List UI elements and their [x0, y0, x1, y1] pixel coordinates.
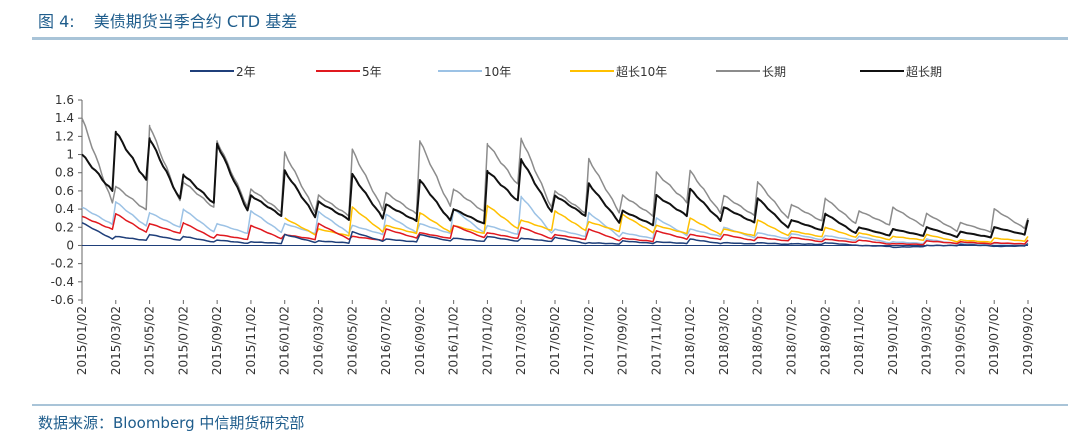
x-tick-label: 2018/05/02: [751, 306, 765, 375]
y-tick-label: 1: [66, 148, 74, 162]
x-tick-label: 2015/07/02: [176, 306, 190, 375]
x-tick-label: 2017/05/02: [548, 306, 562, 375]
x-tick-label: 2016/05/02: [345, 306, 359, 375]
y-tick-label: 0.8: [55, 166, 74, 180]
source-note: 数据来源：Bloomberg 中信期货研究部: [38, 414, 305, 432]
series-line-5: [81, 117, 1029, 233]
x-tick-label: 2015/11/02: [244, 306, 258, 375]
y-tick-label: 0.6: [55, 184, 74, 198]
x-tick-label: 2019/07/02: [987, 306, 1001, 375]
x-tick-label: 2018/11/02: [852, 306, 866, 375]
x-tick-label: 2018/09/02: [818, 306, 832, 375]
x-tick-label: 2019/05/02: [953, 306, 967, 375]
x-tick-label: 2016/09/02: [413, 306, 427, 375]
x-tick-label: 2018/01/02: [683, 306, 697, 375]
legend-item-5: 长期: [716, 62, 786, 80]
legend-item-6: 超长期: [860, 62, 942, 80]
top-divider: [32, 37, 1068, 40]
figure-title-text: 美债期货当季合约 CTD 基差: [93, 12, 298, 31]
x-tick-label: 2016/01/02: [278, 306, 292, 375]
series-line-6: [81, 130, 1029, 239]
x-tick-label: 2015/05/02: [143, 306, 157, 375]
legend-item-4: 超长10年: [570, 62, 667, 80]
x-tick-label: 2015/09/02: [210, 306, 224, 375]
y-tick-label: 1.4: [55, 111, 74, 125]
x-tick-label: 2015/01/02: [75, 306, 89, 375]
x-tick-label: 2019/03/02: [920, 306, 934, 375]
series-line-4: [284, 204, 1029, 244]
y-tick-label: -0.6: [51, 293, 74, 307]
legend-swatch: [570, 70, 614, 72]
legend-swatch: [716, 70, 760, 72]
y-tick-label: 0: [66, 238, 74, 252]
x-tick-label: 2016/11/02: [447, 306, 461, 375]
x-tick-label: 2018/07/02: [785, 306, 799, 375]
legend-label: 长期: [762, 64, 787, 79]
y-tick-label: 1.2: [55, 129, 74, 143]
x-tick-label: 2016/03/02: [312, 306, 326, 375]
x-tick-label: 2016/07/02: [379, 306, 393, 375]
x-tick-label: 2017/09/02: [616, 306, 630, 375]
legend-label: 10年: [484, 64, 512, 79]
figure-title: 图 4: 美债期货当季合约 CTD 基差: [38, 8, 297, 32]
x-tick-label: 2017/01/02: [480, 306, 494, 375]
y-tick-label: 0.4: [55, 202, 74, 216]
series-line-2: [81, 212, 1029, 246]
x-tick-label: 2018/03/02: [717, 306, 731, 375]
bottom-divider: [32, 404, 1068, 406]
legend-label: 5年: [362, 64, 382, 79]
legend-label: 超长期: [906, 64, 943, 79]
legend-item-1: 2年: [190, 62, 256, 80]
x-tick-label: 2017/07/02: [582, 306, 596, 375]
series-line-1: [81, 222, 1029, 249]
y-tick-label: 1.6: [55, 93, 74, 107]
y-tick-label: -0.2: [51, 257, 74, 271]
legend-swatch: [190, 70, 234, 72]
x-tick-label: 2017/11/02: [649, 306, 663, 375]
x-tick-label: 2015/03/02: [109, 306, 123, 375]
legend-label: 超长10年: [616, 64, 668, 79]
y-tick-label: -0.4: [51, 275, 74, 289]
x-tick-label: 2019/01/02: [886, 306, 900, 375]
chart-legend: 2年 5年 10年 超长10年 长期 超长期: [0, 62, 1080, 80]
legend-item-2: 5年: [316, 62, 382, 80]
legend-label: 2年: [236, 64, 256, 79]
legend-swatch: [860, 70, 904, 72]
x-tick-label: 2017/03/02: [514, 306, 528, 375]
series-line-3: [81, 195, 1029, 246]
x-tick-label: 2019/09/02: [1021, 306, 1035, 375]
legend-item-3: 10年: [438, 62, 511, 80]
chart: 1.61.41.210.80.60.40.20-0.2-0.4-0.62015/…: [51, 93, 1035, 375]
legend-swatch: [316, 70, 360, 72]
figure-number: 图 4:: [38, 12, 75, 31]
legend-swatch: [438, 70, 482, 72]
y-tick-label: 0.2: [55, 220, 74, 234]
